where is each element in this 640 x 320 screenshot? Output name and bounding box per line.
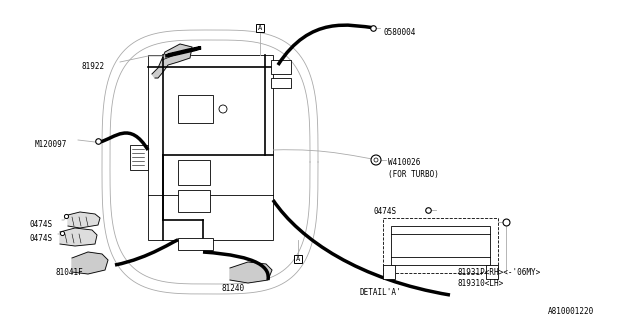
Polygon shape [230,262,272,283]
Text: 0474S: 0474S [30,220,53,229]
Text: 81041F: 81041F [56,268,84,277]
Text: 0580004: 0580004 [384,28,417,37]
Bar [486,265,498,279]
Bar [271,60,291,74]
Bar [148,55,273,240]
Text: A810001220: A810001220 [548,307,595,316]
Bar [383,218,498,273]
Bar [178,238,213,250]
Text: 81240: 81240 [222,284,245,293]
Text: 81931P<RH><-'06MY>: 81931P<RH><-'06MY> [457,268,540,277]
Bar [178,160,210,185]
Circle shape [219,105,227,113]
Circle shape [374,158,378,162]
Text: A: A [296,256,300,262]
Text: W410026: W410026 [388,158,420,167]
Bar [383,265,395,279]
Text: 0474S: 0474S [30,234,53,243]
Polygon shape [152,44,192,78]
Bar [178,95,213,123]
Text: DETAIL'A': DETAIL'A' [360,288,402,297]
Polygon shape [60,228,97,246]
Bar [178,190,210,212]
Bar [130,145,148,170]
Text: M120097: M120097 [35,140,67,149]
Text: 819310<LH>: 819310<LH> [457,279,503,288]
Bar [391,226,490,265]
Bar [271,78,291,88]
Text: 0474S: 0474S [374,207,397,216]
Text: (FOR TURBO): (FOR TURBO) [388,170,439,179]
Circle shape [371,155,381,165]
Text: A: A [258,25,262,31]
Polygon shape [68,212,100,228]
Text: 81922: 81922 [82,62,105,71]
Polygon shape [72,252,108,274]
